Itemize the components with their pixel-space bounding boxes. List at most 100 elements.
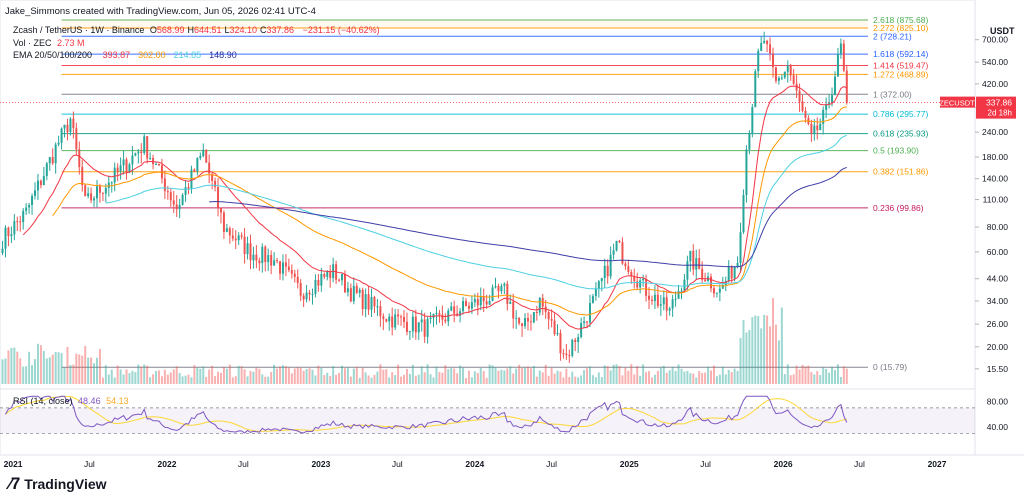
candle-body [101,192,104,194]
candle-body [479,296,482,306]
candle-body [571,339,574,356]
candle-body [4,227,7,249]
volume-bar [202,366,205,384]
candle-body [659,304,662,306]
candle-body [550,319,553,321]
volume-bar [482,371,485,384]
candle-body [712,288,715,294]
volume-bar [798,369,801,384]
volume-bar [214,376,217,384]
volume-bar [618,366,621,384]
volume-bar [287,367,290,384]
plot-frame [0,0,976,456]
candle-body [211,173,214,181]
candle-body [193,169,196,172]
fib-level-label: 1.618 (592.14) [873,49,928,59]
candle-body [438,312,441,315]
candle-body [839,43,842,54]
volume-bar [842,366,845,384]
volume-bar [473,371,476,384]
candle-body [134,153,137,156]
volume-bar [394,375,397,384]
candle-body [90,193,93,201]
volume-bar [22,366,25,384]
volume-bar [467,370,470,384]
volume-bar [69,365,72,384]
candle-body [639,280,642,288]
candle-body [276,260,279,262]
volume-bar [199,368,202,384]
volume-bar [441,372,444,384]
candle-body [252,254,255,261]
candle-body [698,258,701,269]
rsi-label[interactable]: RSI (14, close) [13,396,73,406]
candle-body [367,294,370,310]
price-tag-value: 337.86 [986,98,1012,108]
volume-bar [98,348,101,384]
candle-body [155,163,158,165]
volume-bar [562,377,565,384]
candle-body [326,271,329,277]
candle-body [231,235,234,239]
symbol-tag: ZECUSDT [939,99,975,108]
volume-bar [683,371,686,384]
volume-bar [822,367,825,384]
volume-bar [804,366,807,384]
candle-body [736,263,739,267]
candle-body [816,125,819,131]
volume-bar [175,366,178,384]
candle-body [172,200,175,205]
candle-body [526,317,529,322]
candle-body [763,40,766,43]
volume-bar [225,368,228,384]
candle-body [497,286,500,292]
price-tick-label: 80.00 [987,222,1009,232]
candle-body [370,297,373,310]
volume-bar [521,368,524,384]
price-tick-label: 26.00 [987,319,1009,329]
candle-body [169,192,172,201]
candle-body [532,312,535,323]
candle-body [624,263,627,267]
candle-body [730,266,733,279]
volume-bar [196,367,199,384]
candle-body [559,332,562,354]
candle-body [597,281,600,289]
candle-body [671,299,674,309]
volume-bar [122,374,125,384]
ema-label[interactable]: EMA 20/50/100/200 [13,50,93,60]
volume-bar [140,366,143,384]
candle-body [261,246,264,264]
volume-bar [680,368,683,384]
volume-bar [7,350,10,384]
volume-label[interactable]: Vol · ZEC [13,38,52,48]
ohlc-h: H644.51 [187,25,222,35]
volume-bar [718,374,721,384]
price-tag-bg [976,96,1016,119]
volume-bar [420,366,423,384]
candle-body [774,67,777,81]
volume-bar [650,377,653,384]
volume-bar [4,358,7,384]
volume-bar [193,365,196,384]
volume-bar [774,324,777,384]
candle-body [258,260,261,264]
volume-bar [447,369,450,384]
candle-body [748,133,751,150]
chart-credit: Jake_Simmons created with TradingView.co… [5,6,316,17]
candle-body [10,234,13,237]
symbol-title[interactable]: Zcash / TetherUS · 1W · Binance [13,25,145,35]
volume-bar [577,377,580,384]
candle-body [718,288,721,293]
tradingview-logo[interactable]: ⁄7 TradingView [9,474,107,494]
volume-bar [78,354,81,384]
volume-bar [101,377,104,384]
candle-body [810,123,813,134]
volume-bar [329,376,332,384]
volume-bar [836,364,839,384]
candle-body [476,299,479,306]
volume-bar [783,374,786,384]
ohlc-o: O568.99 [149,25,185,35]
volume-bar [839,377,842,384]
